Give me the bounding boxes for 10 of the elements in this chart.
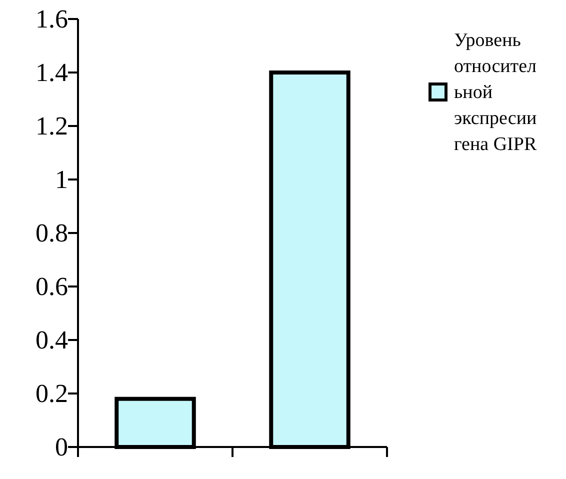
y-tick-label: 0.4 [36, 325, 68, 354]
legend-label: Уровень относительной экспресии гена GIPR [454, 30, 538, 155]
y-tick-label: 0.2 [36, 378, 68, 408]
y-tick-label: 0.6 [36, 272, 68, 301]
y-tick-label: 1.4 [36, 58, 68, 87]
y-tick-label: 0 [55, 432, 68, 462]
y-tick-label: 1.6 [36, 4, 68, 34]
y-tick-label: 1.2 [36, 111, 68, 140]
y-tick-label: 0.8 [36, 218, 68, 248]
y-tick-label: 1 [55, 164, 68, 194]
